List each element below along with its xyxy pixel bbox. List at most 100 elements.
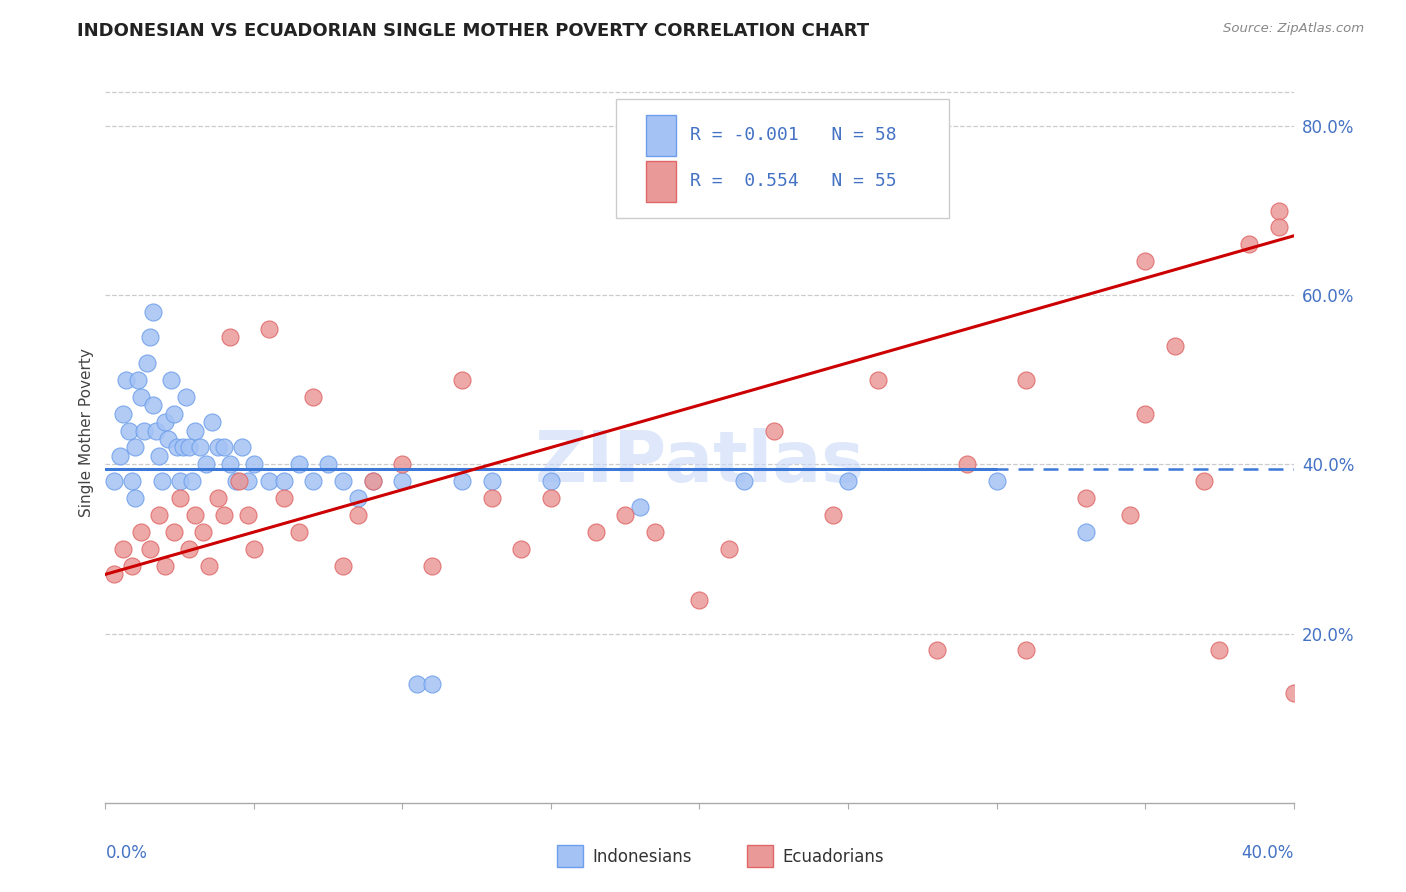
Point bbox=[127, 373, 149, 387]
FancyBboxPatch shape bbox=[616, 99, 949, 218]
Point bbox=[183, 508, 205, 522]
Point bbox=[190, 441, 212, 455]
Point bbox=[481, 491, 503, 506]
Point bbox=[332, 558, 354, 573]
Point bbox=[510, 541, 533, 556]
Text: R = -0.001   N = 58: R = -0.001 N = 58 bbox=[690, 127, 897, 145]
Point bbox=[243, 458, 266, 472]
Point bbox=[273, 475, 295, 489]
Point bbox=[391, 475, 413, 489]
Point bbox=[163, 524, 186, 539]
Point bbox=[273, 491, 295, 506]
Point bbox=[110, 449, 132, 463]
Point bbox=[136, 356, 159, 370]
Point bbox=[1015, 373, 1038, 387]
Point bbox=[174, 390, 197, 404]
Point bbox=[142, 305, 165, 319]
Point bbox=[121, 475, 143, 489]
Point bbox=[201, 415, 224, 429]
Text: R =  0.554   N = 55: R = 0.554 N = 55 bbox=[690, 172, 897, 190]
Point bbox=[585, 524, 607, 539]
Point bbox=[689, 592, 711, 607]
Point bbox=[121, 558, 143, 573]
Point bbox=[450, 475, 472, 489]
Text: ZIPatlas: ZIPatlas bbox=[534, 428, 865, 497]
Point bbox=[177, 441, 200, 455]
Point bbox=[243, 541, 266, 556]
Text: INDONESIAN VS ECUADORIAN SINGLE MOTHER POVERTY CORRELATION CHART: INDONESIAN VS ECUADORIAN SINGLE MOTHER P… bbox=[77, 22, 869, 40]
Point bbox=[150, 475, 173, 489]
Text: 40.0%: 40.0% bbox=[1241, 844, 1294, 862]
Point bbox=[236, 508, 259, 522]
Point bbox=[228, 475, 250, 489]
Point bbox=[837, 475, 859, 489]
Point bbox=[762, 424, 785, 438]
Point bbox=[219, 330, 242, 344]
Point bbox=[1133, 407, 1156, 421]
Point bbox=[361, 475, 384, 489]
Point bbox=[219, 458, 242, 472]
Point bbox=[1074, 524, 1097, 539]
Point bbox=[302, 390, 325, 404]
Point bbox=[1119, 508, 1142, 522]
Point bbox=[481, 475, 503, 489]
Point bbox=[823, 508, 845, 522]
Point bbox=[156, 432, 179, 446]
Point bbox=[148, 449, 170, 463]
Point bbox=[103, 567, 125, 582]
Point bbox=[231, 441, 253, 455]
Point bbox=[986, 475, 1008, 489]
Point bbox=[1267, 220, 1289, 235]
Point bbox=[450, 373, 472, 387]
Point bbox=[198, 558, 221, 573]
Point bbox=[180, 475, 202, 489]
Point bbox=[287, 524, 309, 539]
Point bbox=[1133, 254, 1156, 268]
Point bbox=[302, 475, 325, 489]
Text: Source: ZipAtlas.com: Source: ZipAtlas.com bbox=[1223, 22, 1364, 36]
Point bbox=[420, 558, 443, 573]
Point bbox=[406, 677, 429, 691]
Point bbox=[163, 407, 186, 421]
Point bbox=[169, 491, 191, 506]
Point bbox=[207, 491, 229, 506]
Point bbox=[540, 475, 562, 489]
Point bbox=[177, 541, 200, 556]
Point bbox=[142, 398, 165, 412]
Point bbox=[139, 541, 162, 556]
Point bbox=[129, 524, 152, 539]
Text: 0.0%: 0.0% bbox=[105, 844, 148, 862]
Point bbox=[1267, 203, 1289, 218]
Point bbox=[316, 458, 339, 472]
Point bbox=[1015, 643, 1038, 657]
Point bbox=[956, 458, 979, 472]
Point bbox=[1194, 475, 1216, 489]
Point bbox=[159, 373, 181, 387]
Point bbox=[420, 677, 443, 691]
Point bbox=[1282, 686, 1305, 700]
Point bbox=[540, 491, 562, 506]
Point bbox=[866, 373, 889, 387]
Point bbox=[257, 322, 280, 336]
Point bbox=[1074, 491, 1097, 506]
Point bbox=[1208, 643, 1230, 657]
Bar bbox=[645, 115, 676, 156]
Bar bbox=[557, 845, 583, 867]
Point bbox=[169, 475, 191, 489]
Point bbox=[183, 424, 205, 438]
Y-axis label: Single Mother Poverty: Single Mother Poverty bbox=[79, 348, 94, 517]
Point bbox=[112, 541, 135, 556]
Point bbox=[118, 424, 141, 438]
Point bbox=[225, 475, 247, 489]
Text: Indonesians: Indonesians bbox=[592, 848, 692, 866]
Point bbox=[614, 508, 637, 522]
Point bbox=[347, 508, 370, 522]
Point bbox=[391, 458, 413, 472]
Point bbox=[195, 458, 218, 472]
Bar bbox=[747, 845, 773, 867]
Point bbox=[124, 441, 146, 455]
Point bbox=[166, 441, 188, 455]
Point bbox=[129, 390, 152, 404]
Point bbox=[132, 424, 155, 438]
Point bbox=[733, 475, 755, 489]
